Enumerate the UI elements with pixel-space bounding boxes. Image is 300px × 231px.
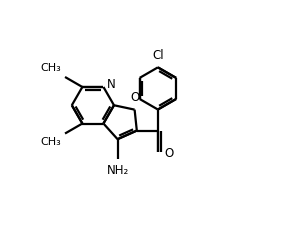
Text: NH₂: NH₂	[106, 164, 129, 176]
Text: CH₃: CH₃	[40, 64, 61, 73]
Text: N: N	[107, 78, 116, 91]
Text: O: O	[130, 91, 139, 104]
Text: Cl: Cl	[152, 49, 164, 62]
Text: O: O	[164, 147, 174, 160]
Text: CH₃: CH₃	[40, 137, 61, 147]
